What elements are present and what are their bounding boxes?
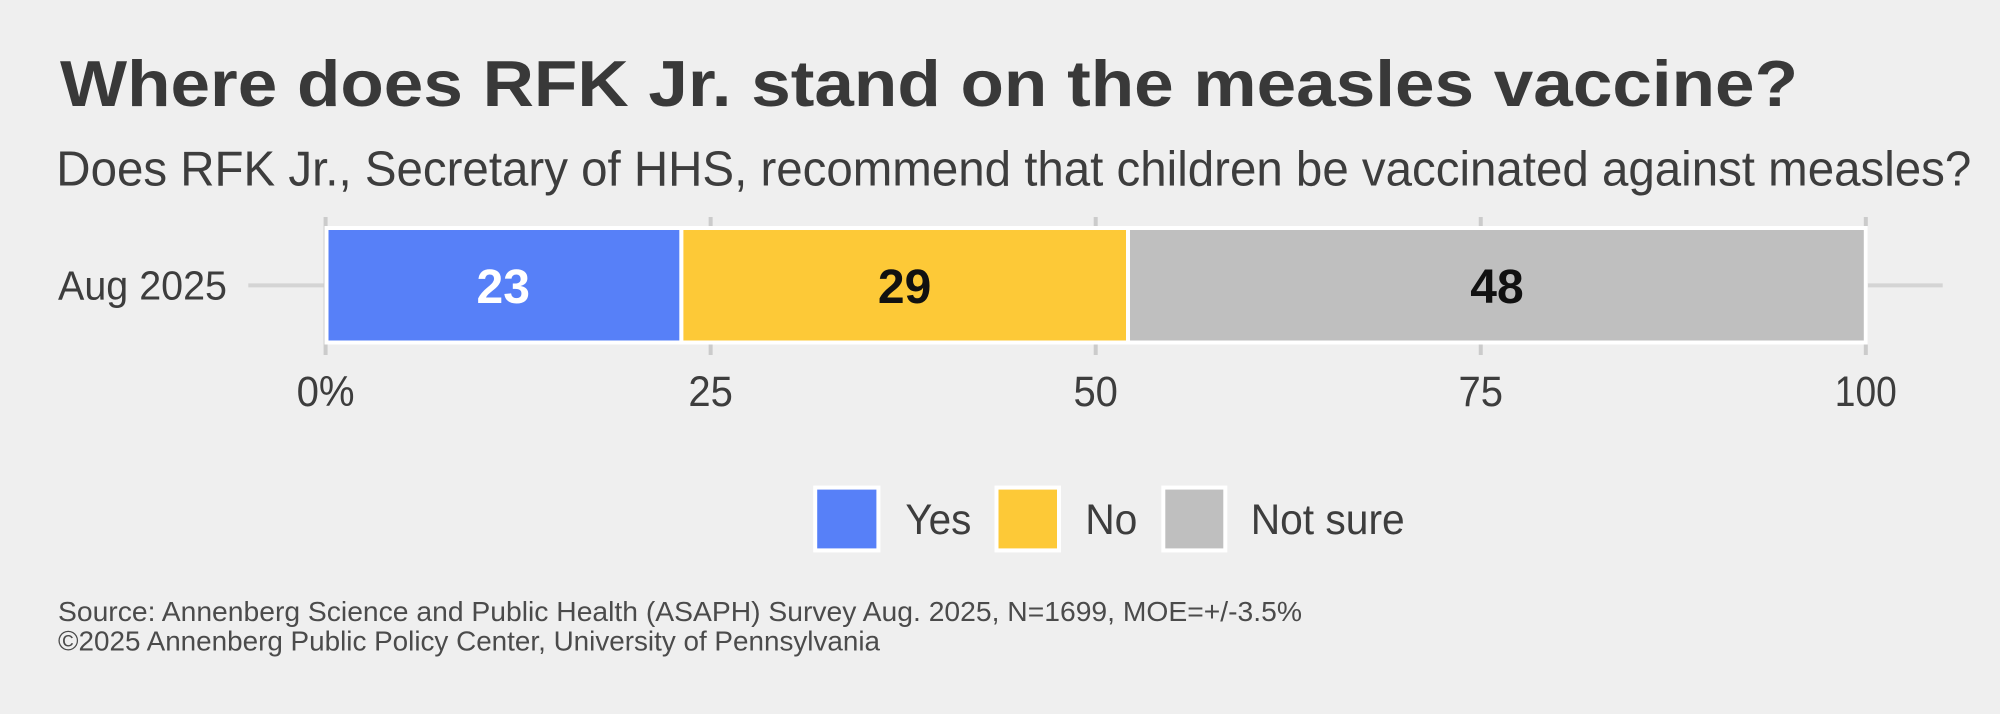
svg-text:Aug 2025: Aug 2025 bbox=[58, 263, 227, 309]
svg-text:Source: Annenberg Science and: Source: Annenberg Science and Public Hea… bbox=[58, 596, 1302, 627]
svg-text:50: 50 bbox=[1073, 368, 1118, 416]
svg-text:100: 100 bbox=[1835, 368, 1897, 416]
svg-text:Not sure: Not sure bbox=[1251, 496, 1405, 544]
svg-text:23: 23 bbox=[477, 261, 530, 314]
svg-text:0%: 0% bbox=[297, 368, 355, 416]
svg-text:29: 29 bbox=[878, 261, 931, 314]
svg-text:Yes: Yes bbox=[905, 496, 971, 544]
svg-text:©2025 Annenberg Public Policy: ©2025 Annenberg Public Policy Center, Un… bbox=[58, 626, 880, 657]
svg-text:Where does RFK Jr. stand on th: Where does RFK Jr. stand on the measles … bbox=[60, 47, 1798, 120]
svg-text:Does RFK Jr., Secretary of HHS: Does RFK Jr., Secretary of HHS, recommen… bbox=[56, 142, 1971, 196]
svg-text:25: 25 bbox=[688, 368, 733, 416]
svg-text:48: 48 bbox=[1470, 261, 1523, 314]
svg-text:No: No bbox=[1085, 496, 1137, 544]
svg-text:75: 75 bbox=[1459, 368, 1504, 416]
